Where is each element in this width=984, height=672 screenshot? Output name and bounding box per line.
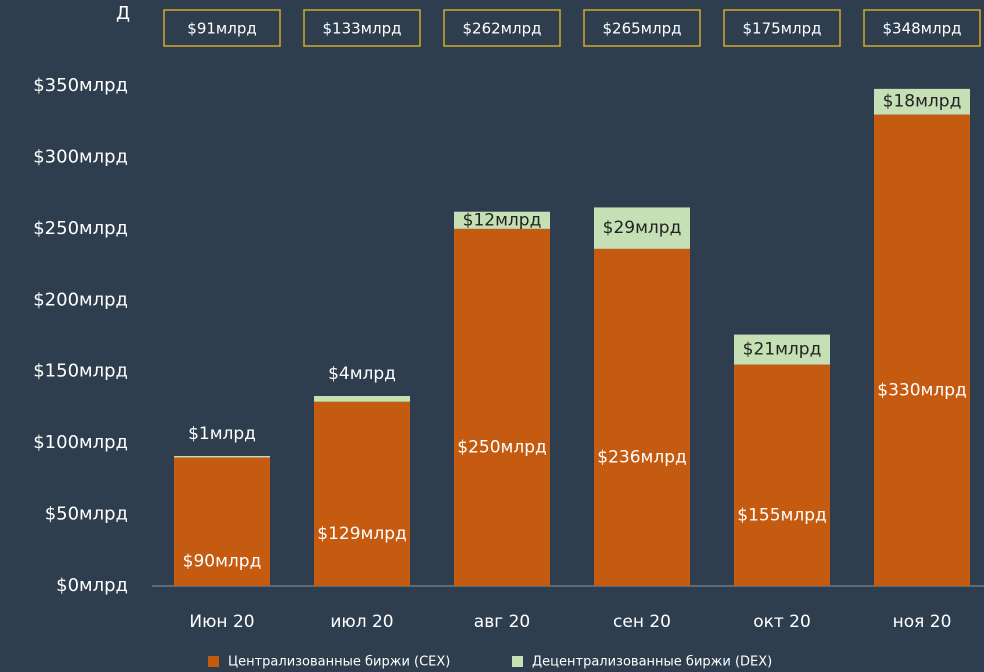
x-tick-label: ноя 20 (893, 612, 952, 632)
y-tick-label: $300млрд (33, 146, 128, 167)
total-box (723, 9, 841, 47)
bar-segment (734, 364, 830, 586)
legend-label: Децентрализованные биржи (DEX) (532, 655, 772, 670)
total-label: $175млрд (743, 20, 822, 38)
legend-swatch (512, 656, 523, 667)
y-tick-label: $350млрд (33, 75, 128, 96)
value-label: $236млрд (597, 447, 687, 467)
value-label: $129млрд (317, 524, 407, 544)
x-tick-label: Июн 20 (189, 612, 254, 632)
bar-segment (734, 334, 830, 365)
y-tick-label: $100млрд (33, 432, 128, 453)
total-label: $91млрд (187, 20, 256, 38)
value-label: $4млрд (328, 364, 396, 384)
bar-segment (314, 396, 410, 402)
value-label: $18млрд (883, 92, 962, 112)
y-tick-label: $250млрд (33, 218, 128, 239)
value-label: $330млрд (877, 380, 967, 400)
value-label: $21млрд (743, 340, 822, 360)
total-label: $348млрд (883, 20, 962, 38)
bar-segment (454, 228, 550, 586)
total-box (303, 9, 421, 47)
legend-label: Централизованные биржи (CEX) (228, 655, 450, 670)
legend-swatch (208, 656, 219, 667)
x-tick-label: июл 20 (330, 612, 393, 632)
value-label: $12млрд (463, 210, 542, 230)
bar-segment (314, 401, 410, 586)
total-box (863, 9, 981, 47)
value-label: $155млрд (737, 505, 827, 525)
chart-title: Д (116, 3, 130, 24)
x-tick-label: авг 20 (474, 612, 530, 632)
value-label: $1млрд (188, 424, 256, 444)
total-label: $133млрд (323, 20, 402, 38)
y-tick-label: $0млрд (56, 575, 128, 596)
x-tick-label: окт 20 (753, 612, 811, 632)
value-label: $90млрд (183, 552, 262, 572)
total-box (583, 9, 701, 47)
total-box (443, 9, 561, 47)
bar-segment (874, 114, 970, 587)
x-tick-label: сен 20 (613, 612, 671, 632)
bar-segment (594, 248, 690, 586)
y-tick-label: $200млрд (33, 289, 128, 310)
y-tick-label: $150млрд (33, 361, 128, 382)
bar-segment (594, 207, 690, 249)
value-label: $250млрд (457, 437, 547, 457)
bar-segment (454, 211, 550, 229)
total-label: $265млрд (603, 20, 682, 38)
bar-segment (174, 456, 270, 458)
y-tick-label: $50млрд (45, 504, 128, 525)
bar-segment (874, 88, 970, 115)
total-box (163, 9, 281, 47)
value-label: $29млрд (603, 218, 682, 238)
total-label: $262млрд (463, 20, 542, 38)
bar-segment (174, 457, 270, 586)
